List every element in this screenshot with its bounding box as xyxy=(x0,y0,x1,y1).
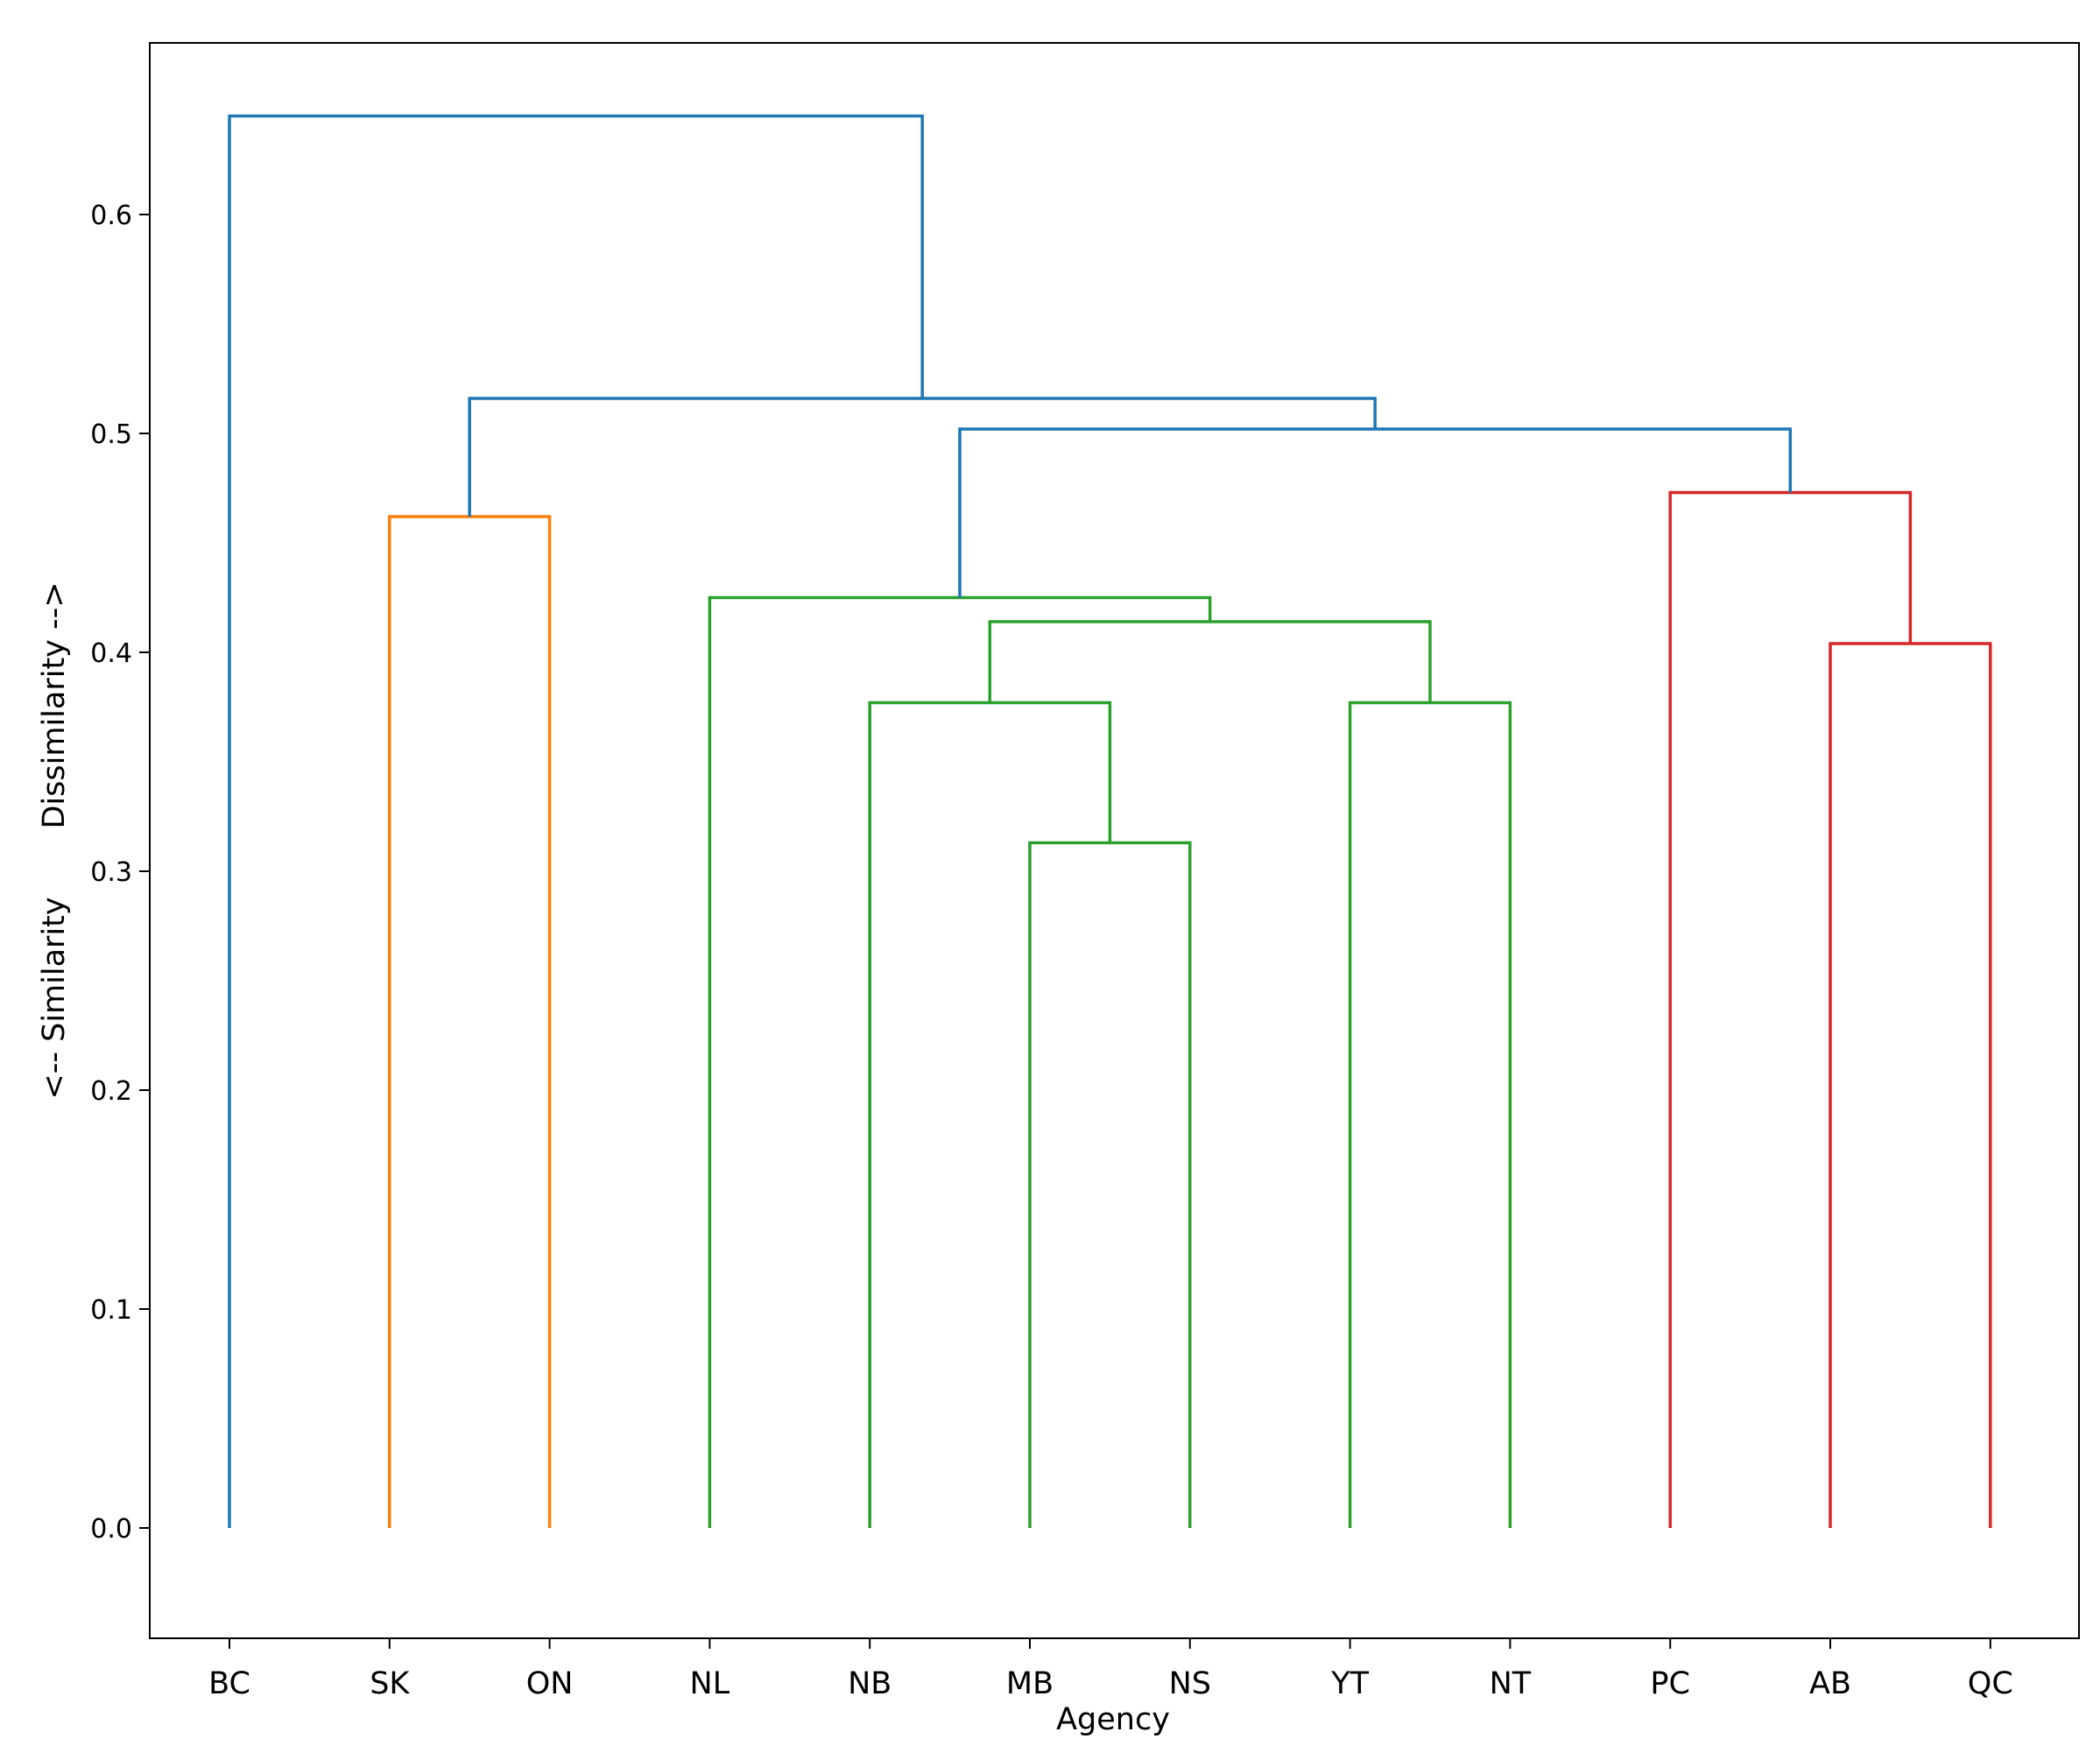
x-tick-label-bc: BC xyxy=(208,1666,250,1701)
x-tick-label-nl: NL xyxy=(690,1666,730,1701)
y-axis-label: <-- Similarity Dissimilarity --> xyxy=(37,581,72,1099)
y-tick-label: 0.0 xyxy=(90,1514,132,1545)
y-tick-label: 0.5 xyxy=(90,419,132,450)
dendrogram-link xyxy=(958,427,1793,598)
x-tick-label-nb: NB xyxy=(848,1666,891,1701)
y-tick-label: 0.3 xyxy=(90,857,132,888)
x-tick-label-ns: NS xyxy=(1169,1666,1211,1701)
x-tick-label-nt: NT xyxy=(1490,1666,1532,1701)
dendrogram-link xyxy=(1668,490,1913,1528)
plot-frame xyxy=(149,42,2080,1639)
dendrogram-link xyxy=(868,700,1112,1528)
dendrogram-link xyxy=(1829,642,1992,1528)
dendrogram-links xyxy=(228,114,1992,1528)
dendrogram-link xyxy=(988,620,1432,703)
dendrogram-link xyxy=(388,515,552,1528)
y-tick-label: 0.2 xyxy=(90,1076,132,1107)
dendrogram-link xyxy=(468,397,1377,517)
dendrogram-link xyxy=(228,114,924,1528)
x-tick-label-on: ON xyxy=(526,1666,574,1701)
x-tick-label-yt: YT xyxy=(1330,1666,1369,1701)
y-tick-label: 0.4 xyxy=(90,638,132,669)
dendrogram-link xyxy=(1028,841,1192,1528)
x-tick-label-ab: AB xyxy=(1809,1666,1851,1701)
dendrogram-link xyxy=(708,595,1212,1528)
x-axis-label: Agency xyxy=(1056,1702,1170,1737)
x-tick-label-pc: PC xyxy=(1650,1666,1690,1701)
x-axis: BC SK ON NL NB MB NS YT NT PC AB QC xyxy=(208,1638,2013,1701)
y-tick-label: 0.6 xyxy=(90,201,132,231)
x-tick-label-mb: MB xyxy=(1006,1666,1054,1701)
x-tick-label-qc: QC xyxy=(1968,1666,2013,1701)
y-axis: 0.0 0.1 0.2 0.3 0.4 0.5 0.6 xyxy=(90,201,150,1545)
y-tick-label: 0.1 xyxy=(90,1295,132,1326)
dendrogram-link xyxy=(1348,700,1512,1528)
x-tick-label-sk: SK xyxy=(370,1666,410,1701)
